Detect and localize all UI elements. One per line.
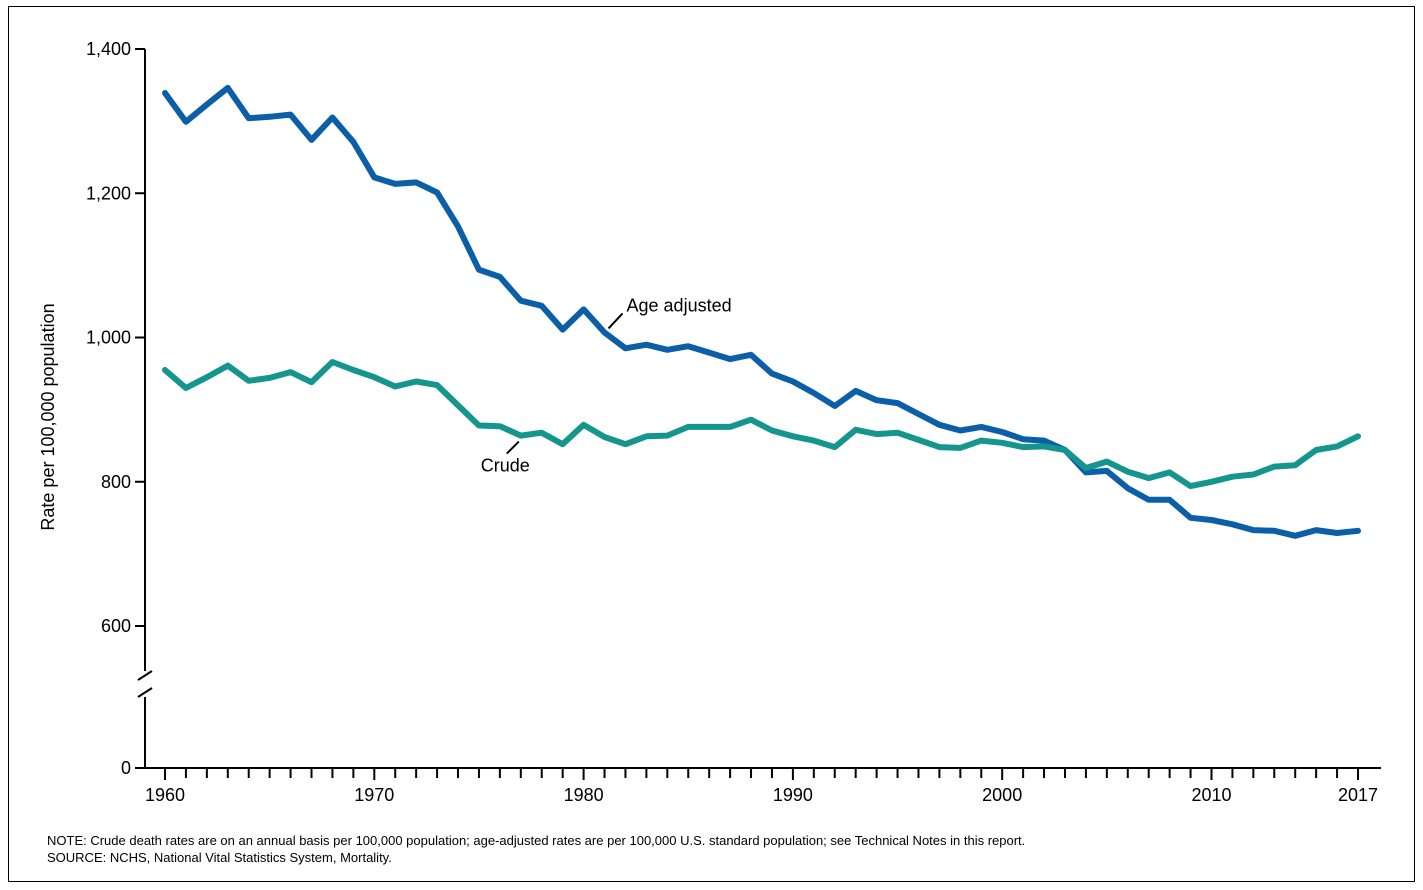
annotation-leader-crude: [506, 440, 520, 455]
series-line-crude: [162, 359, 1361, 490]
annotation-label-crude: Crude: [481, 456, 530, 476]
x-tick-label: 2017: [1338, 785, 1378, 805]
x-tick-label: 1970: [354, 785, 394, 805]
annotation-layer: Age adjusted Crude: [481, 295, 732, 475]
y-axis-title: Rate per 100,000 population: [38, 303, 58, 530]
annotation-leader-age-adjusted: [607, 312, 624, 330]
note-text: NOTE: Crude death rates are on an annual…: [47, 833, 1026, 848]
axes: 0 600 800 1,000 1,200 1,400 1960 1970 1980 1990 20…: [86, 39, 1381, 805]
axis-break-mark: [137, 687, 153, 698]
series-layer: [162, 84, 1361, 539]
annotation-label-age-adjusted: Age adjusted: [627, 295, 732, 315]
y-tick-label: 1,200: [86, 183, 131, 203]
line-chart: 0 600 800 1,000 1,200 1,400 1960 1970 1980 1990 20…: [38, 39, 1381, 805]
y-tick-label: 0: [121, 758, 131, 778]
y-tick-label: 1,400: [86, 39, 131, 59]
x-tick-label: 1960: [145, 785, 185, 805]
axis-break-mark: [137, 670, 153, 681]
y-tick-label: 800: [101, 472, 131, 492]
x-tick-label: 2010: [1191, 785, 1231, 805]
source-text: SOURCE: NCHS, National Vital Statistics …: [47, 850, 392, 865]
x-tick-label: 1980: [564, 785, 604, 805]
x-tick-label: 1990: [773, 785, 813, 805]
series-line-age-adjusted: [162, 84, 1361, 539]
y-tick-label: 1,000: [86, 328, 131, 348]
y-tick-label: 600: [101, 616, 131, 636]
x-tick-label: 2000: [982, 785, 1022, 805]
figure-frame: 0 600 800 1,000 1,200 1,400 1960 1970 1980 1990 20…: [8, 6, 1415, 882]
